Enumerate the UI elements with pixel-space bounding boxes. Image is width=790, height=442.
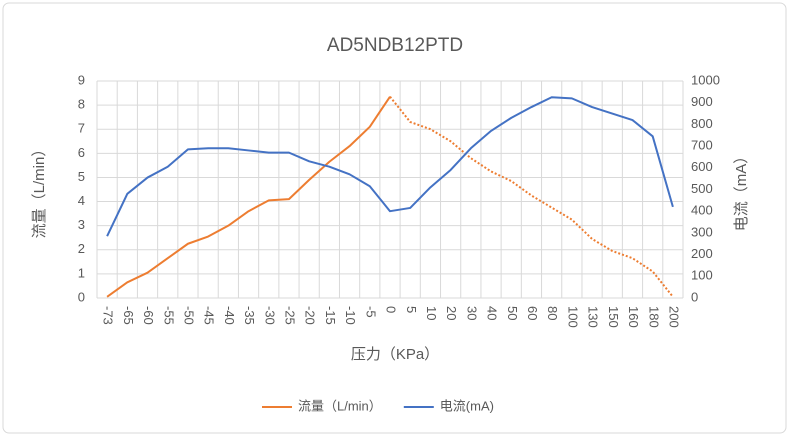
x-tick-label: -60	[141, 306, 156, 325]
legend-label: 流量（L/min）	[298, 398, 382, 413]
y2-tick-label: 900	[691, 94, 713, 109]
y-tick-label: 7	[78, 121, 85, 136]
legend-label: 电流(mA)	[440, 398, 494, 413]
x-tick-label: 100	[565, 306, 580, 328]
y-tick-label: 9	[78, 72, 85, 87]
x-tick-label: -20	[303, 306, 318, 325]
series-line	[106, 96, 391, 298]
y-tick-label: 8	[78, 97, 85, 112]
y2-tick-label: 300	[691, 224, 713, 239]
x-tick-label: 60	[525, 306, 540, 320]
y-tick-label: 1	[78, 265, 85, 280]
y2-tick-label: 200	[691, 246, 713, 261]
x-tick-label: 30	[464, 306, 479, 320]
x-tick-label: 160	[626, 306, 641, 328]
y2-tick-label: 100	[691, 268, 713, 283]
x-tick-label: -40	[222, 306, 237, 325]
y2-tick-label: 700	[691, 138, 713, 153]
y-axis-label: 流量（L/min）	[31, 142, 48, 239]
y2-tick-label: 600	[691, 159, 713, 174]
y-tick-label: 0	[78, 289, 85, 304]
y2-tick-label: 500	[691, 181, 713, 196]
series-line	[106, 96, 674, 237]
y2-tick-label: 800	[691, 116, 713, 131]
x-tick-label: -65	[121, 306, 136, 325]
y-tick-label: 2	[78, 241, 85, 256]
x-tick-label: 50	[505, 306, 520, 320]
x-tick-label: -55	[161, 306, 176, 325]
x-tick-label: -73	[101, 306, 116, 325]
x-tick-label: 40	[485, 306, 500, 320]
x-tick-label: -15	[323, 306, 338, 325]
x-tick-label: 5	[404, 306, 419, 313]
y2-axis-label: 电流（mA）	[733, 149, 750, 232]
x-axis-label: 压力（KPa）	[351, 346, 439, 363]
x-tick-label: -5	[363, 306, 378, 318]
x-tick-label: 80	[545, 306, 560, 320]
x-tick-label: -10	[343, 306, 358, 325]
x-tick-label: -45	[202, 306, 217, 325]
y-tick-label: 6	[78, 145, 85, 160]
y-tick-label: 3	[78, 217, 85, 232]
x-tick-label: 130	[586, 306, 601, 328]
chart-border	[2, 2, 787, 434]
y2-tick-label: 400	[691, 203, 713, 218]
x-tick-label: 180	[646, 306, 661, 328]
x-tick-label: 150	[606, 306, 621, 328]
x-tick-label: 200	[666, 306, 681, 328]
y2-tick-label: 0	[691, 289, 698, 304]
y-tick-label: 4	[78, 193, 85, 208]
x-tick-label: 0	[384, 306, 399, 313]
y2-tick-label: 1000	[691, 72, 720, 87]
x-tick-label: -50	[181, 306, 196, 325]
chart-title: AD5NDB12PTD	[327, 35, 463, 56]
x-tick-label: 20	[444, 306, 459, 320]
x-tick-label: 10	[424, 306, 439, 320]
x-tick-label: -25	[283, 306, 298, 325]
series-line	[389, 96, 674, 298]
x-tick-label: -30	[262, 306, 277, 325]
y-tick-label: 5	[78, 169, 85, 184]
x-tick-label: -35	[242, 306, 257, 325]
